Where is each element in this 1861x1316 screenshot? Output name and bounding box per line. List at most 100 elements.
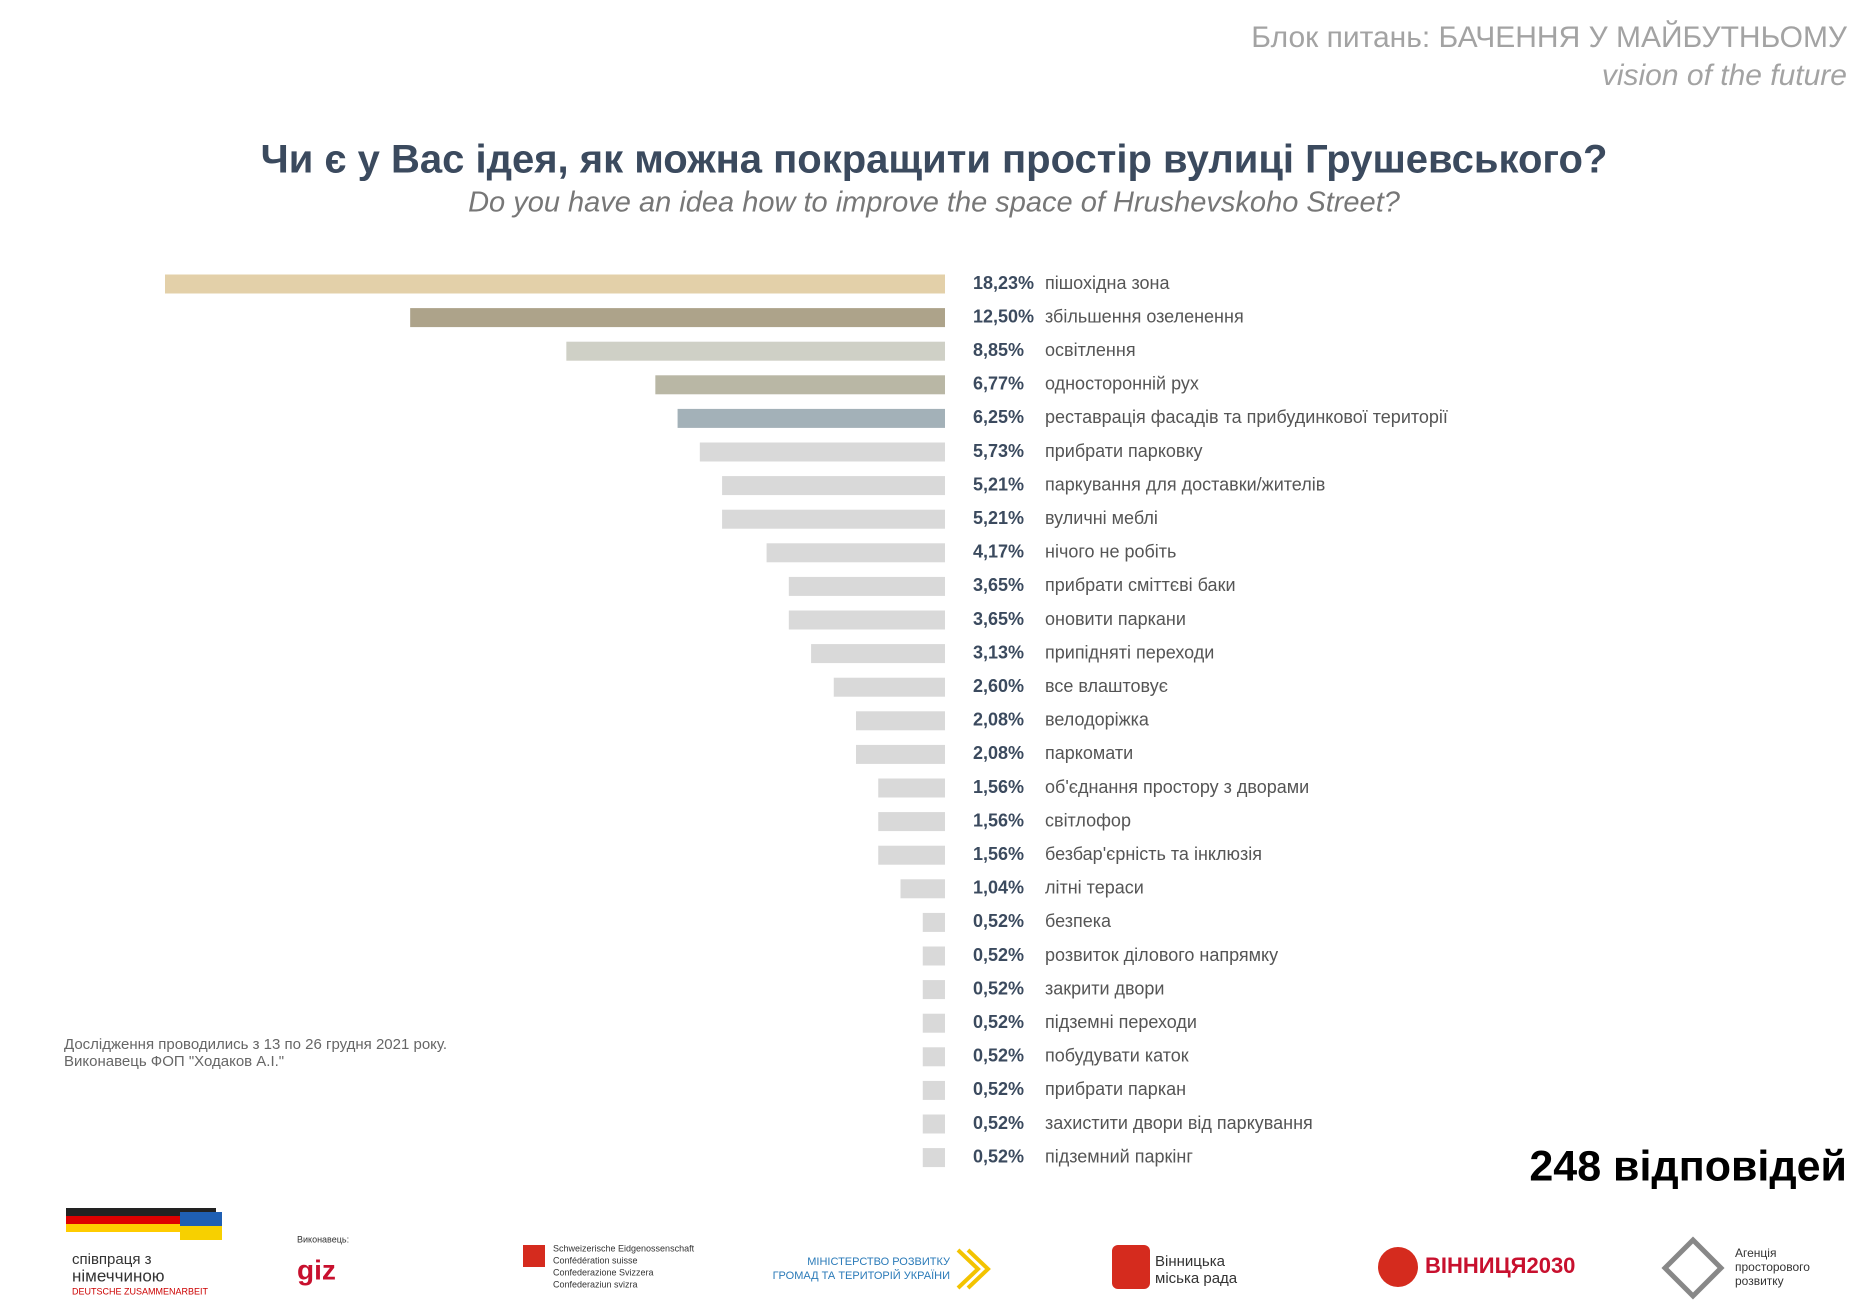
- value-label: 0,52%: [973, 1146, 1024, 1166]
- category-label: підземні переходи: [1045, 1012, 1197, 1032]
- value-label: 0,52%: [973, 945, 1024, 965]
- value-label: 2,60%: [973, 676, 1024, 696]
- footnote: Виконавець ФОП "Ходаков А.І.": [64, 1053, 284, 1070]
- chart-subtitle: Do you have an idea how to improve the s…: [468, 187, 1401, 219]
- bar: [699, 442, 945, 462]
- category-label: розвиток ділового напрямку: [1045, 945, 1278, 965]
- bar: [922, 1148, 945, 1168]
- category-label: припідняті переходи: [1045, 642, 1214, 662]
- category-label: реставрація фасадів та прибудинкової тер…: [1045, 407, 1448, 427]
- category-label: паркування для доставки/жителів: [1045, 474, 1325, 494]
- logo-text: просторового: [1735, 1260, 1810, 1274]
- flag: [66, 1216, 216, 1224]
- bar: [878, 845, 945, 865]
- bar: [410, 308, 945, 328]
- bar: [655, 375, 945, 395]
- flag: [66, 1208, 216, 1216]
- logo-text: Агенція: [1735, 1246, 1776, 1260]
- bar: [878, 812, 945, 832]
- value-label: 1,04%: [973, 878, 1024, 898]
- bar: [165, 274, 945, 294]
- bar: [922, 980, 945, 1000]
- category-label: закрити двори: [1045, 978, 1164, 998]
- value-label: 8,85%: [973, 340, 1024, 360]
- section-en: vision of the future: [1602, 59, 1847, 92]
- value-label: 5,21%: [973, 474, 1024, 494]
- logo-text: Confederaziun svizra: [553, 1279, 638, 1289]
- bar: [788, 576, 945, 596]
- bar: [722, 509, 945, 529]
- emblem: [1378, 1247, 1418, 1287]
- category-label: прибрати сміттєві баки: [1045, 575, 1236, 595]
- category-label: пішохідна зона: [1045, 273, 1170, 293]
- emblem: [1112, 1245, 1150, 1289]
- value-label: 1,56%: [973, 777, 1024, 797]
- value-label: 0,52%: [973, 1113, 1024, 1133]
- swiss-flag: [523, 1245, 545, 1267]
- bar: [677, 408, 945, 428]
- category-label: односторонній рух: [1045, 374, 1199, 394]
- logo-text: міська рада: [1155, 1270, 1238, 1287]
- logo-text: Confédération suisse: [553, 1255, 638, 1265]
- value-label: 0,52%: [973, 978, 1024, 998]
- bar: [566, 341, 945, 361]
- bar: [922, 912, 945, 932]
- bar: [922, 946, 945, 966]
- logo-text: німеччиною: [72, 1266, 165, 1285]
- bar: [856, 711, 945, 731]
- value-label: 6,77%: [973, 374, 1024, 394]
- category-label: збільшення озеленення: [1045, 306, 1244, 326]
- logo-text: Schweizerische Eidgenossenschaft: [553, 1243, 695, 1253]
- value-label: 0,52%: [973, 1046, 1024, 1066]
- flag: [66, 1224, 216, 1232]
- value-label: 0,52%: [973, 1012, 1024, 1032]
- flag: [180, 1226, 222, 1240]
- category-label: захистити двори від паркування: [1045, 1113, 1313, 1133]
- category-label: все влаштовує: [1045, 676, 1168, 696]
- value-label: 3,13%: [973, 642, 1024, 662]
- bar: [856, 744, 945, 764]
- section: Блок питань: БАЧЕННЯ У МАЙБУТНЬОМУ: [1251, 20, 1848, 54]
- value-label: 18,23%: [973, 273, 1034, 293]
- category-label: оновити паркани: [1045, 609, 1186, 629]
- chart-title: Чи є у Вас ідея, як можна покращити прос…: [261, 138, 1608, 182]
- logos: співпраця з німеччиною DEUTSCHE ZUSAMMEN…: [66, 1208, 1810, 1300]
- flag: [180, 1212, 222, 1226]
- responses: 248 відповідей: [1529, 1142, 1847, 1190]
- category-label: прибрати паркан: [1045, 1079, 1186, 1099]
- bar: [922, 1080, 945, 1100]
- category-label: освітлення: [1045, 340, 1136, 360]
- category-label: прибрати парковку: [1045, 441, 1203, 461]
- logo-text: Вінницька: [1155, 1253, 1226, 1270]
- logo-text: DEUTSCHE ZUSAMMENARBEIT: [72, 1286, 209, 1296]
- footnote: Дослідження проводились з 13 по 26 грудн…: [64, 1036, 447, 1053]
- category-label: паркомати: [1045, 743, 1133, 763]
- category-label: велодоріжка: [1045, 710, 1150, 730]
- arrow: [956, 1248, 991, 1290]
- logo-text: співпраця з: [72, 1251, 152, 1268]
- category-label: вуличні меблі: [1045, 508, 1158, 528]
- logo-text: МІНІСТЕРСТВО РОЗВИТКУ: [807, 1256, 951, 1268]
- logo-text: Виконавець:: [297, 1234, 349, 1244]
- category-label: об'єднання простору з дворами: [1045, 777, 1309, 797]
- value-label: 1,56%: [973, 844, 1024, 864]
- value-label: 5,21%: [973, 508, 1024, 528]
- value-label: 4,17%: [973, 542, 1024, 562]
- agency-mark: [1661, 1236, 1725, 1300]
- bar: [811, 644, 945, 664]
- bar: [833, 677, 945, 697]
- category-label: літні тераси: [1045, 878, 1144, 898]
- value-label: 0,52%: [973, 1079, 1024, 1099]
- value-label: 5,73%: [973, 441, 1024, 461]
- category-label: підземний паркінг: [1045, 1146, 1193, 1166]
- category-label: побудувати каток: [1045, 1046, 1189, 1066]
- value-label: 2,08%: [973, 743, 1024, 763]
- value-label: 2,08%: [973, 710, 1024, 730]
- value-label: 3,65%: [973, 609, 1024, 629]
- category-label: світлофор: [1045, 810, 1131, 830]
- logo-text: ГРОМАД ТА ТЕРИТОРІЙ УКРАЇНИ: [773, 1269, 950, 1282]
- value-label: 0,52%: [973, 911, 1024, 931]
- value-label: 6,25%: [973, 407, 1024, 427]
- logo-text: ВІННИЦЯ2030: [1425, 1253, 1575, 1278]
